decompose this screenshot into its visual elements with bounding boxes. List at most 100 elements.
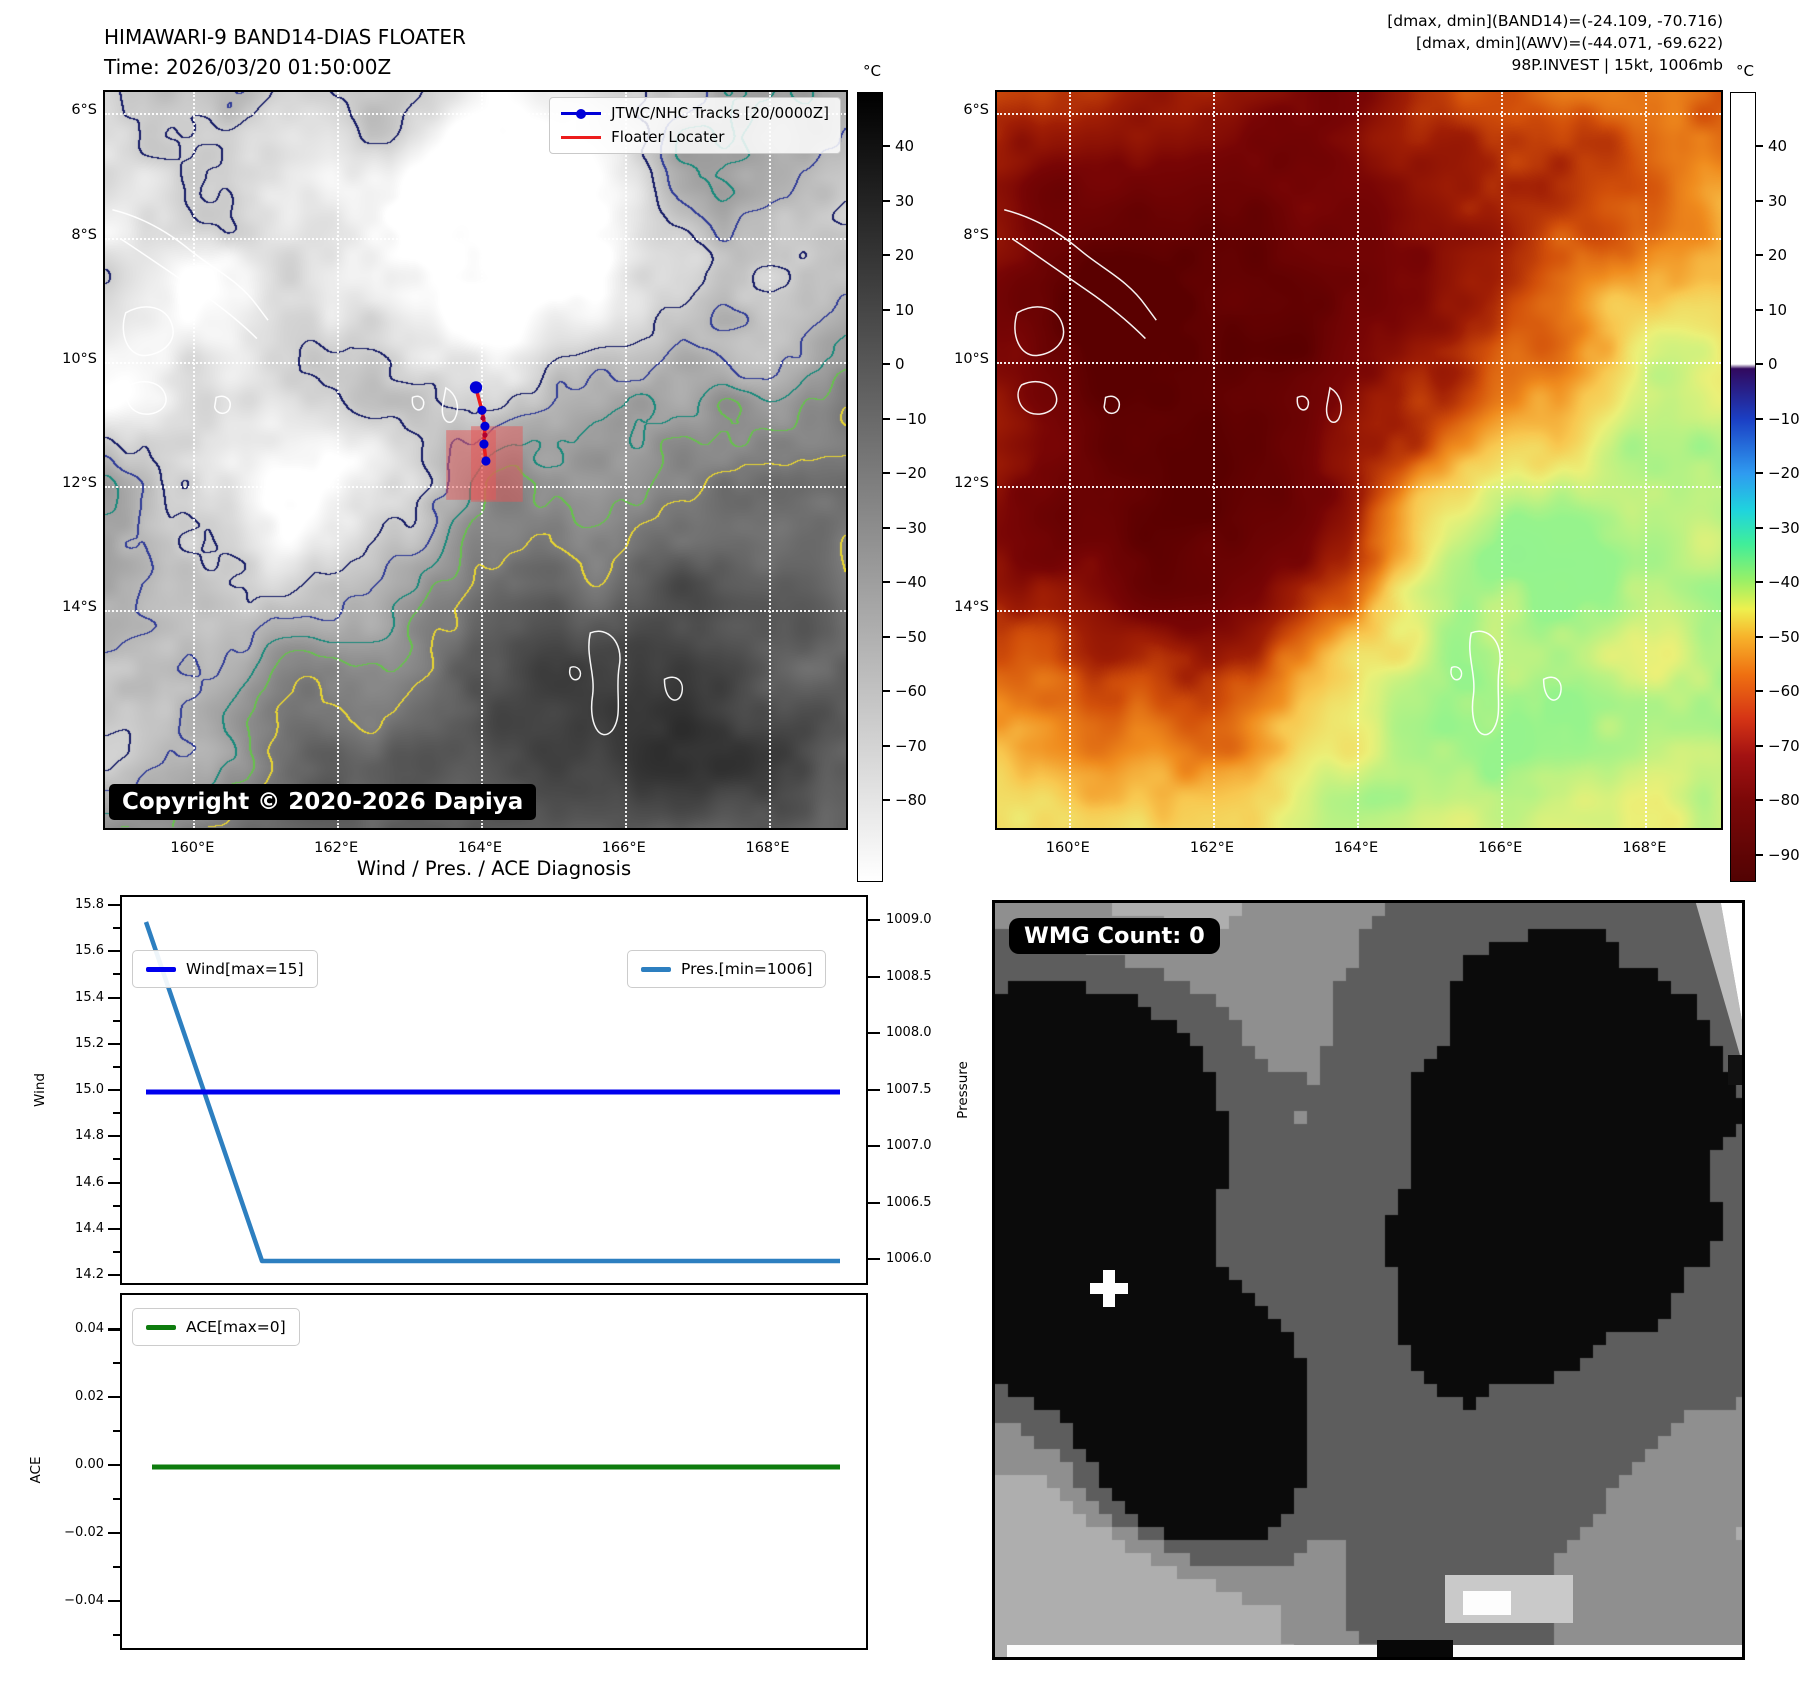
awv-colorbar-tick-label: 0 bbox=[1768, 355, 1778, 374]
wind-pressure-lines bbox=[143, 921, 840, 1264]
band14-colorbar bbox=[857, 92, 883, 882]
wind-legend-label: Wind[max=15] bbox=[186, 960, 304, 978]
band14-colorbar-tick-label: 10 bbox=[895, 300, 915, 319]
ace-legend: ACE[max=0] bbox=[132, 1308, 300, 1346]
figure-title: HIMAWARI-9 BAND14-DIAS FLOATER bbox=[104, 25, 466, 49]
wind-minor-tick bbox=[113, 1019, 120, 1022]
band14-colorbar-tick-label: −30 bbox=[895, 518, 927, 537]
awv-map-panel bbox=[995, 90, 1723, 830]
band14-colorbar-tick-label: −60 bbox=[895, 682, 927, 701]
ace-line bbox=[152, 1464, 840, 1470]
awv-colorbar-tick-label: −20 bbox=[1768, 464, 1800, 483]
awv-colorbar-tick bbox=[1756, 254, 1763, 257]
longitude-gridline bbox=[624, 92, 627, 828]
ace-tick-label: −0.02 bbox=[64, 1524, 104, 1540]
latitude-gridline bbox=[105, 237, 846, 240]
awv-colorbar-tick bbox=[1756, 472, 1763, 475]
latitude-gridline bbox=[105, 610, 846, 613]
pressure-legend-label: Pres.[min=1006] bbox=[681, 960, 813, 978]
band14-colorbar-tick-label: −40 bbox=[895, 573, 927, 592]
awv-colorbar-tick-label: 10 bbox=[1768, 300, 1788, 319]
ace-tick bbox=[108, 1599, 120, 1602]
pressure-tick-label: 1009.0 bbox=[886, 912, 932, 927]
wind-tick-label: 15.2 bbox=[75, 1035, 104, 1051]
figure-info-block: [dmax, dmin](BAND14)=(-24.109, -70.716) … bbox=[1023, 10, 1723, 76]
awv-colorbar-tick bbox=[1756, 308, 1763, 311]
awv-colorbar-tick-label: −10 bbox=[1768, 409, 1800, 428]
wind-tick bbox=[108, 1042, 120, 1045]
longitude-tick-label: 162°E bbox=[1189, 840, 1234, 856]
band14-colorbar-tick-label: −70 bbox=[895, 736, 927, 755]
longitude-gridline bbox=[768, 92, 771, 828]
map-legend: JTWC/NHC Tracks [20/0000Z] Floater Locat… bbox=[549, 97, 841, 154]
legend-floater-label: Floater Locater bbox=[611, 128, 725, 146]
wind-tick-label: 14.6 bbox=[75, 1174, 104, 1190]
awv-colorbar-tick-label: −60 bbox=[1768, 682, 1800, 701]
storm-info: 98P.INVEST | 15kt, 1006mb bbox=[1511, 56, 1723, 74]
awv-colorbar-tick-label: 30 bbox=[1768, 191, 1788, 210]
longitude-tick-label: 160°E bbox=[170, 840, 215, 856]
wind-legend: Wind[max=15] bbox=[132, 950, 318, 988]
longitude-tick-label: 168°E bbox=[1622, 840, 1667, 856]
longitude-gridline bbox=[1357, 92, 1360, 828]
copyright-badge: Copyright © 2020-2026 Dapiya bbox=[109, 784, 537, 820]
band14-colorbar-tick bbox=[883, 581, 890, 584]
ace-tick-label: 0.02 bbox=[75, 1389, 104, 1405]
ace-legend-label: ACE[max=0] bbox=[186, 1318, 286, 1336]
awv-colorbar-tick bbox=[1756, 199, 1763, 202]
wind-tick-label: 14.8 bbox=[75, 1128, 104, 1144]
awv-colorbar-unit: °C bbox=[1736, 62, 1754, 80]
wmg-bottom-black-block bbox=[1377, 1640, 1453, 1657]
band14-colorbar-tick bbox=[883, 526, 890, 529]
latitude-tick-label: 10°S bbox=[62, 350, 97, 367]
latitude-tick-label: 8°S bbox=[71, 226, 97, 243]
band14-colorbar-tick bbox=[883, 472, 890, 475]
longitude-gridline bbox=[1645, 92, 1648, 828]
latitude-tick-label: 12°S bbox=[62, 475, 97, 492]
latitude-tick-label: 12°S bbox=[954, 475, 989, 492]
floater-line-swatch bbox=[561, 136, 602, 139]
band14-colorbar-tick bbox=[883, 799, 890, 802]
wind-tick bbox=[108, 950, 120, 953]
wind-minor-tick bbox=[113, 1158, 120, 1161]
longitude-gridline bbox=[337, 92, 340, 828]
awv-colorbar-tick-label: −80 bbox=[1768, 791, 1800, 810]
wind-tick bbox=[108, 1227, 120, 1230]
awv-colorbar-tick-label: −40 bbox=[1768, 573, 1800, 592]
pressure-tick bbox=[868, 1145, 880, 1148]
awv-colorbar-tick bbox=[1756, 417, 1763, 420]
band14-colorbar-tick-label: −80 bbox=[895, 791, 927, 810]
awv-colorbar-tick-label: −70 bbox=[1768, 736, 1800, 755]
legend-tracks-label: JTWC/NHC Tracks [20/0000Z] bbox=[611, 104, 829, 122]
awv-colorbar-tick-label: 40 bbox=[1768, 137, 1788, 156]
track-line-swatch bbox=[561, 108, 602, 119]
awv-colorbar bbox=[1730, 92, 1756, 882]
longitude-tick-label: 166°E bbox=[1478, 840, 1523, 856]
longitude-tick-label: 162°E bbox=[314, 840, 359, 856]
longitude-tick-label: 168°E bbox=[745, 840, 790, 856]
latitude-tick-label: 6°S bbox=[963, 102, 989, 119]
longitude-tick-label: 166°E bbox=[601, 840, 646, 856]
wind-tick-label: 14.2 bbox=[75, 1267, 104, 1282]
wind-tick bbox=[108, 1181, 120, 1184]
latitude-tick-label: 6°S bbox=[71, 102, 97, 119]
figure-title-block: HIMAWARI-9 BAND14-DIAS FLOATER Time: 202… bbox=[104, 22, 466, 82]
latitude-tick-label: 14°S bbox=[954, 599, 989, 616]
ace-tick bbox=[108, 1531, 120, 1534]
latitude-tick-label: 8°S bbox=[963, 226, 989, 243]
ace-plot: ACE[max=0] bbox=[120, 1293, 868, 1650]
wind-tick-label: 14.4 bbox=[75, 1220, 104, 1236]
band14-colorbar-tick-label: 40 bbox=[895, 137, 915, 156]
awv-colorbar-tick-label: −50 bbox=[1768, 627, 1800, 646]
wind-tick bbox=[108, 904, 120, 907]
pressure-tick bbox=[868, 1201, 880, 1204]
awv-colorbar-tick bbox=[1756, 744, 1763, 747]
pressure-axis-label: Pressure bbox=[955, 1061, 971, 1119]
ace-tick-label: −0.04 bbox=[64, 1592, 104, 1608]
ace-tick-label: 0.04 bbox=[75, 1321, 104, 1337]
wind-pressure-plot: Wind[max=15] Pres.[min=1006] bbox=[120, 895, 868, 1285]
wind-line-swatch bbox=[146, 966, 176, 972]
ace-minor-tick bbox=[113, 1633, 120, 1636]
ace-minor-tick bbox=[113, 1565, 120, 1568]
ace-line-swatch bbox=[146, 1324, 176, 1330]
